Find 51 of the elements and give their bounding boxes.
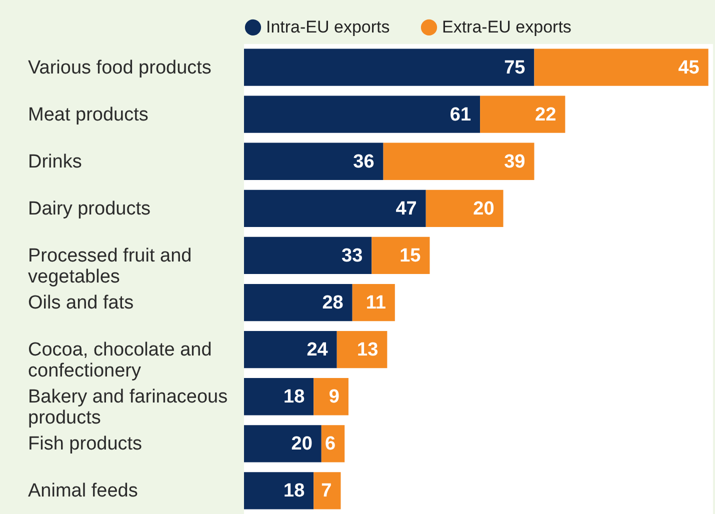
data-label: 36 [353, 151, 374, 172]
data-label: 45 [678, 57, 700, 78]
data-label: 18 [284, 480, 305, 502]
data-label: 28 [322, 292, 344, 314]
bar [426, 190, 504, 228]
data-label: 11 [366, 292, 386, 314]
bar [244, 142, 384, 180]
data-label: 75 [504, 57, 526, 78]
y-tick-label: Meat products [28, 104, 148, 126]
data-label: 9 [328, 386, 340, 408]
data-label: 20 [291, 434, 312, 455]
bar [314, 378, 348, 416]
bar [244, 425, 322, 462]
bar [383, 142, 534, 180]
y-tick-label: Drinks [28, 151, 82, 172]
data-label: 7 [321, 480, 332, 502]
bar [244, 472, 314, 510]
data-label: 33 [342, 245, 363, 266]
data-label: 13 [357, 340, 378, 361]
data-label: 24 [306, 340, 328, 361]
data-label: 15 [400, 245, 422, 266]
bar [244, 190, 426, 228]
bar [480, 96, 566, 133]
y-tick-label: Processed fruit and vegetables [28, 245, 192, 288]
legend-label: Extra-EU exports [442, 17, 572, 36]
bar [534, 48, 708, 86]
data-label: 22 [535, 104, 556, 126]
bar [244, 378, 314, 416]
data-label: 6 [325, 434, 336, 455]
bar [336, 330, 388, 368]
bar [244, 48, 534, 86]
bar [314, 472, 341, 510]
y-tick-label: Oils and fats [28, 292, 134, 314]
data-label: 39 [504, 151, 526, 172]
data-label: 61 [450, 104, 472, 126]
legend-label: Intra-EU exports [266, 17, 390, 36]
y-tick-label: Bakery and farinaceous products [28, 386, 228, 429]
bar [244, 236, 372, 274]
y-tick-label: Animal feeds [28, 480, 138, 502]
bar [244, 284, 352, 322]
bar [244, 96, 480, 133]
y-tick-label: Dairy products [28, 198, 150, 220]
bar [372, 236, 430, 274]
data-label: 18 [284, 386, 305, 408]
y-tick-label: Fish products [28, 434, 142, 455]
y-tick-label: Various food products [28, 57, 212, 78]
y-tick-label: Cocoa, chocolate and confectionery [28, 340, 212, 382]
bar [244, 330, 337, 368]
data-label: 20 [473, 198, 494, 220]
data-label: 47 [396, 198, 417, 220]
bar [352, 284, 395, 322]
